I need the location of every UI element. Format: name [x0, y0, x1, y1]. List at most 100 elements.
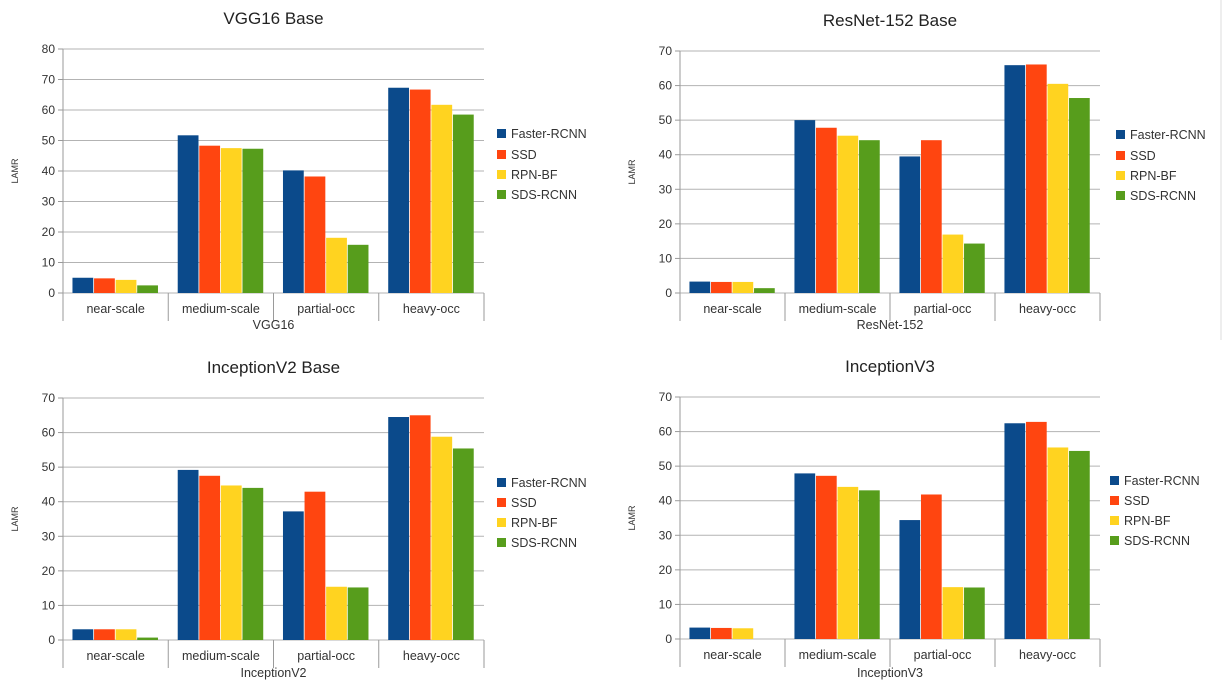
legend-label: RPN-BF: [511, 168, 558, 182]
bar-sds-rcnn-partial-occ: [347, 244, 369, 293]
legend-label: RPN-BF: [1124, 514, 1171, 528]
bar-faster-rcnn-near-scale: [72, 277, 94, 293]
bar-rpn-bf-partial-occ: [326, 237, 347, 293]
bar-sds-rcnn-medium-scale: [859, 140, 880, 293]
bar-sds-rcnn-near-scale: [137, 637, 158, 640]
y-tick-label: 0: [48, 286, 55, 300]
bar-sds-rcnn-heavy-occ: [452, 114, 474, 293]
bar-rpn-bf-medium-scale: [220, 485, 242, 640]
x-category-label: medium-scale: [182, 649, 260, 663]
y-tick-label: 60: [659, 425, 673, 439]
legend-swatch: [497, 150, 506, 159]
y-tick-label: 40: [42, 495, 56, 509]
chart-title: InceptionV2 Base: [207, 358, 340, 377]
legend-label: Faster-RCNN: [1130, 128, 1206, 142]
bar-ssd-near-scale: [94, 278, 115, 293]
y-tick-label: 70: [659, 390, 673, 404]
bar-ssd-near-scale: [710, 627, 732, 639]
legend-swatch: [497, 170, 506, 179]
y-tick-label: 50: [659, 459, 673, 473]
bar-ssd-heavy-occ: [1025, 64, 1047, 293]
bar-ssd-heavy-occ: [1025, 421, 1047, 639]
x-category-label: near-scale: [703, 302, 761, 316]
x-category-label: partial-occ: [297, 302, 355, 316]
y-tick-label: 50: [659, 113, 673, 127]
y-tick-label: 60: [659, 79, 673, 93]
bar-ssd-partial-occ: [920, 494, 942, 639]
legend-label: SSD: [1124, 494, 1150, 508]
bar-rpn-bf-heavy-occ: [431, 436, 453, 640]
bar-faster-rcnn-heavy-occ: [388, 87, 409, 294]
x-category-label: heavy-occ: [403, 649, 460, 663]
x-category-label: medium-scale: [182, 302, 260, 316]
bar-faster-rcnn-partial-occ: [282, 511, 304, 640]
chart-title: ResNet-152 Base: [823, 11, 957, 30]
y-tick-label: 30: [659, 182, 673, 196]
legend-swatch: [1110, 536, 1119, 545]
bar-sds-rcnn-heavy-occ: [1069, 98, 1090, 294]
y-tick-label: 40: [659, 148, 673, 162]
y-tick-label: 30: [42, 195, 56, 209]
x-axis-title: InceptionV2: [240, 666, 306, 680]
chart-title: InceptionV3: [845, 357, 935, 376]
x-category-label: partial-occ: [297, 649, 355, 663]
y-tick-label: 20: [42, 564, 56, 578]
bar-ssd-medium-scale: [199, 475, 221, 640]
legend-swatch: [1110, 496, 1119, 505]
x-category-label: partial-occ: [914, 302, 972, 316]
bar-rpn-bf-medium-scale: [220, 148, 242, 294]
y-tick-label: 0: [665, 632, 672, 646]
x-category-label: near-scale: [86, 302, 144, 316]
bar-rpn-bf-heavy-occ: [431, 104, 453, 293]
bar-sds-rcnn-medium-scale: [242, 148, 264, 293]
bar-rpn-bf-heavy-occ: [1047, 447, 1069, 639]
y-tick-label: 10: [42, 256, 56, 270]
bar-faster-rcnn-near-scale: [689, 627, 711, 639]
legend-swatch: [1110, 476, 1119, 485]
legend-label: RPN-BF: [1130, 169, 1177, 183]
bar-ssd-medium-scale: [815, 127, 837, 293]
legend-label: SDS-RCNN: [511, 188, 577, 202]
legend-label: SSD: [1130, 149, 1156, 163]
bar-rpn-bf-medium-scale: [837, 486, 859, 639]
legend-swatch: [497, 129, 506, 138]
legend-swatch: [497, 498, 506, 507]
legend-label: SSD: [511, 496, 537, 510]
legend-swatch: [1116, 171, 1125, 180]
bar-faster-rcnn-near-scale: [689, 281, 711, 293]
bar-sds-rcnn-near-scale: [137, 285, 158, 294]
bar-ssd-heavy-occ: [409, 415, 431, 640]
chart-panel-3: InceptionV2 Base 0 10 20 30 40 50 60 70 near-scal…: [10, 358, 587, 680]
legend-swatch: [1110, 516, 1119, 525]
x-axis-title: ResNet-152: [857, 318, 924, 332]
x-category-label: heavy-occ: [1019, 302, 1076, 316]
y-tick-label: 70: [42, 391, 56, 405]
bar-faster-rcnn-medium-scale: [794, 473, 816, 639]
bar-faster-rcnn-medium-scale: [794, 120, 816, 293]
bar-ssd-partial-occ: [920, 140, 942, 293]
chart-title: VGG16 Base: [223, 9, 323, 28]
bar-rpn-bf-near-scale: [732, 281, 754, 293]
y-tick-label: 0: [665, 286, 672, 300]
x-category-label: heavy-occ: [1019, 648, 1076, 662]
bar-sds-rcnn-medium-scale: [242, 487, 264, 640]
bar-rpn-bf-partial-occ: [942, 587, 964, 639]
y-tick-label: 30: [659, 528, 673, 542]
y-tick-label: 20: [659, 563, 673, 577]
chart-panel-2: ResNet-152 Base 0 10 20 30 40 50 60 70 near-scale…: [627, 11, 1206, 332]
bar-ssd-medium-scale: [815, 475, 837, 639]
legend-swatch: [497, 478, 506, 487]
bar-faster-rcnn-medium-scale: [177, 469, 199, 640]
y-tick-label: 40: [42, 164, 56, 178]
x-axis-title: InceptionV3: [857, 666, 923, 680]
bar-rpn-bf-near-scale: [115, 629, 137, 640]
bar-rpn-bf-partial-occ: [942, 234, 964, 293]
x-category-label: medium-scale: [799, 302, 877, 316]
chart-panel-4: InceptionV3 0 10 20 30 40 50 60 70 near-scale medi…: [627, 357, 1200, 680]
x-category-label: medium-scale: [799, 648, 877, 662]
bar-rpn-bf-medium-scale: [837, 135, 859, 293]
bar-faster-rcnn-heavy-occ: [1004, 423, 1026, 639]
y-tick-label: 30: [42, 529, 56, 543]
y-tick-label: 60: [42, 103, 56, 117]
